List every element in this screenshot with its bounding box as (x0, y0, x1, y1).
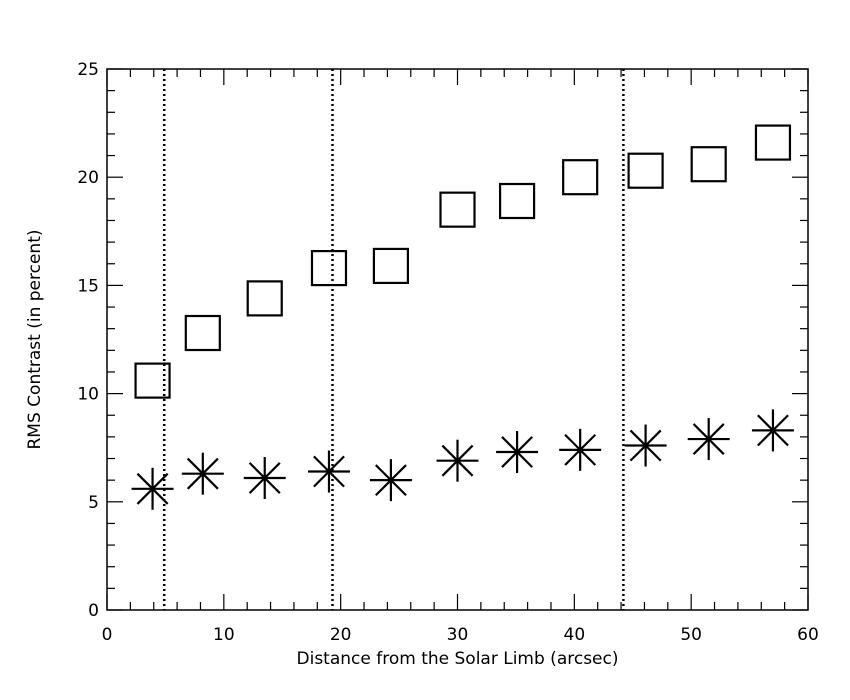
y-tick-label: 15 (77, 276, 99, 296)
plot-frame (106, 68, 809, 611)
asterisk-stroke (564, 433, 597, 466)
x-tick-label: 20 (330, 625, 352, 645)
x-tick-label: 40 (564, 625, 586, 645)
y-tick-labels: 0 5 10 15 20 25 (77, 60, 99, 621)
asterisk-stroke (313, 455, 345, 488)
asterisk-marker (559, 428, 602, 471)
asterisk-marker (436, 439, 479, 482)
square-marker (246, 280, 283, 317)
x-tick-label: 30 (447, 625, 469, 645)
asterisk-stroke (375, 464, 407, 497)
square-marker (372, 247, 410, 285)
asterisk-marker (131, 467, 174, 510)
asterisk-marker (181, 452, 224, 495)
asterisk-stroke (136, 472, 169, 505)
x-tick-label: 60 (797, 625, 819, 645)
square-marker (690, 146, 727, 183)
asterisk-stroke (692, 423, 725, 455)
asterisk-stroke (757, 414, 789, 447)
asterisk-stroke (186, 457, 219, 490)
square-marker (310, 249, 348, 287)
square-marker (184, 314, 221, 352)
y-tick-label: 25 (77, 60, 99, 80)
asterisk-stroke (629, 429, 662, 462)
square-marker (439, 191, 476, 228)
asterisk-stroke (441, 444, 474, 477)
asterisk-marker (369, 459, 412, 502)
asterisk-marker (496, 431, 539, 474)
y-tick-label: 0 (88, 601, 99, 621)
x-tick-label: 50 (680, 625, 702, 645)
square-marker (754, 124, 792, 161)
data-markers (131, 124, 794, 510)
x-tick-label: 10 (213, 625, 235, 645)
y-tick-label: 10 (77, 385, 99, 405)
asterisk-marker (624, 424, 667, 467)
y-tick-label: 5 (88, 493, 99, 513)
asterisk-stroke (248, 462, 281, 494)
square-marker (627, 152, 664, 189)
y-tick-label: 20 (77, 168, 99, 188)
square-marker (134, 362, 171, 399)
axis-ticks (106, 68, 809, 611)
x-tick-labels: 0 10 20 30 40 50 60 (102, 625, 819, 645)
square-marker (498, 182, 536, 220)
vertical-reference-lines (162, 69, 625, 610)
asterisk-marker (243, 456, 286, 499)
square-marker (562, 159, 599, 196)
x-axis-label: Distance from the Solar Limb (arcsec) (297, 649, 619, 669)
y-axis-label: RMS Contrast (in percent) (25, 230, 45, 450)
asterisk-stroke (501, 436, 533, 468)
asterisk-marker (307, 450, 350, 493)
asterisk-marker (687, 418, 730, 461)
x-tick-label: 0 (102, 625, 113, 645)
asterisk-marker (751, 409, 794, 452)
